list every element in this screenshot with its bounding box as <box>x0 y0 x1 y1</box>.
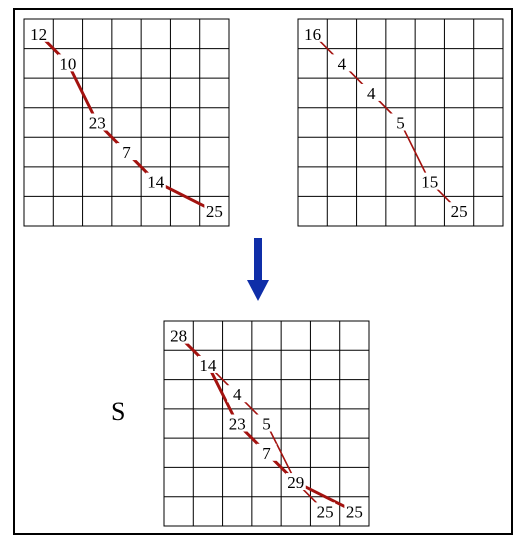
cell-value: 16 <box>304 25 321 44</box>
cell-value: 25 <box>206 202 223 221</box>
cell-value-backdrop <box>256 443 277 461</box>
path-segment-thick <box>206 363 239 425</box>
cell-value: 23 <box>89 114 106 133</box>
cell-value-backdrop <box>361 83 382 101</box>
cell-value-backdrop <box>285 473 306 491</box>
grid-top-left: 12 10 23 7 14 25 <box>23 18 230 227</box>
cell-value: 15 <box>421 173 438 192</box>
cell-value: 5 <box>262 415 271 434</box>
cell-value-backdrop <box>197 355 218 373</box>
cell-value-backdrop <box>315 502 336 520</box>
cell-value-backdrop <box>204 202 225 220</box>
cell-value: 25 <box>346 502 363 521</box>
grid-bottom: 28 14 4 5 23 7 29 25 25 <box>163 320 370 527</box>
path-segment-thick <box>66 61 99 124</box>
cell-value: 29 <box>287 473 304 492</box>
arrow-shaft <box>254 238 262 281</box>
cell-value-backdrop <box>116 143 137 161</box>
cell-value-backdrop <box>227 414 248 432</box>
path-segment-thin <box>265 422 297 483</box>
cell-value: 25 <box>317 502 334 521</box>
cell-value: 10 <box>59 54 76 73</box>
cell-value-backdrop <box>168 326 189 344</box>
cell-value: 25 <box>451 202 468 221</box>
cell-value: 23 <box>229 415 246 434</box>
arrow-head <box>247 280 269 301</box>
down-arrow-icon <box>247 238 269 301</box>
cell-value: 14 <box>199 356 217 375</box>
cell-value-backdrop <box>87 113 108 131</box>
cell-value: 7 <box>262 444 271 463</box>
cell-value-backdrop <box>145 172 166 190</box>
cell-value-backdrop <box>331 54 352 72</box>
cell-value: 4 <box>233 385 242 404</box>
cell-value-backdrop <box>419 172 440 190</box>
merge-label-s: S <box>111 397 125 426</box>
cell-value-backdrop <box>227 385 248 403</box>
path-segment-thin <box>399 121 431 183</box>
cell-value-backdrop <box>28 24 49 42</box>
cell-value: 4 <box>367 84 376 103</box>
cell-value: 7 <box>122 143 131 162</box>
cell-value: 28 <box>170 327 187 346</box>
cell-value: 5 <box>396 114 405 133</box>
cell-value: 14 <box>147 173 165 192</box>
cell-value-backdrop <box>390 113 411 131</box>
cell-value-backdrop <box>344 502 365 520</box>
grid-top-right: 16 4 4 5 15 25 <box>297 18 504 227</box>
cell-value-backdrop <box>57 54 78 72</box>
cell-value: 4 <box>338 54 347 73</box>
cell-value: 12 <box>30 25 47 44</box>
cell-value-backdrop <box>449 202 470 220</box>
cell-value-backdrop <box>302 24 323 42</box>
cell-value-backdrop <box>256 414 277 432</box>
